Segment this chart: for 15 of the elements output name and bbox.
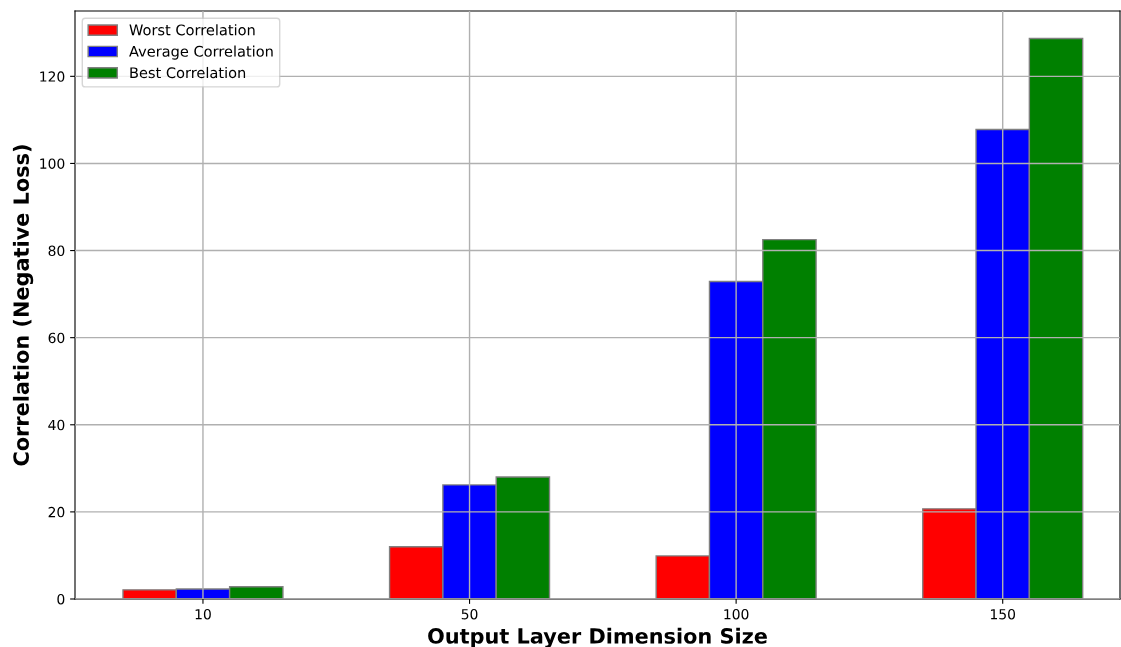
y-tick-label: 20 (48, 506, 65, 518)
legend-label: Average Correlation (129, 45, 273, 60)
y-tick-label: 80 (48, 245, 65, 257)
y-tick-label: 100 (40, 158, 65, 169)
y-axis-title: Correlation (Negative Loss) (12, 145, 34, 466)
x-tick-label: 100 (724, 608, 749, 620)
y-tick-label: 120 (40, 71, 65, 82)
y-tick-label: 60 (48, 332, 65, 344)
y-tick-label: 0 (57, 593, 65, 605)
legend-label: Worst Correlation (129, 24, 255, 36)
y-tick-label: 40 (48, 419, 65, 431)
legend-label: Best Correlation (130, 66, 246, 79)
x-tick-label: 150 (990, 608, 1016, 620)
x-tick-label: 10 (195, 608, 211, 620)
x-tick-label: 50 (461, 608, 478, 620)
